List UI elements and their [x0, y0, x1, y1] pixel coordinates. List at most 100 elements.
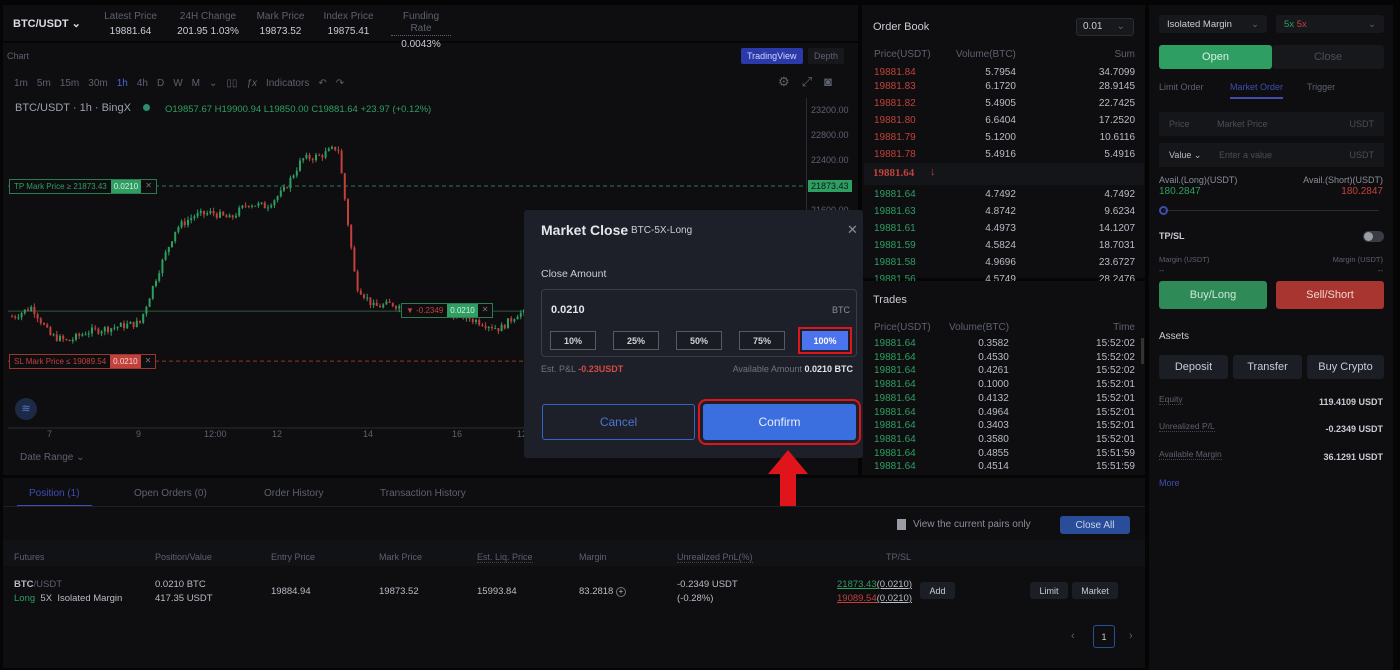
tf-1h[interactable]: 1h — [116, 78, 128, 89]
limit-close-button[interactable]: Limit — [1030, 582, 1068, 599]
position-line[interactable]: ▼ -0.2349 0.0210 ✕ — [401, 303, 494, 318]
gear-icon[interactable]: ⚙ — [778, 74, 802, 89]
value-field[interactable]: Value ⌄ Enter a value USDT — [1159, 143, 1384, 167]
trade-row[interactable]: 19881.64 0.3403 15:52:01 — [874, 420, 1135, 432]
tf-1m[interactable]: 1m — [14, 78, 28, 89]
tf-4h[interactable]: 4h — [136, 78, 148, 89]
candle-type-icon[interactable]: ▯▯ — [226, 78, 238, 89]
tf-m[interactable]: M — [191, 78, 200, 89]
percent-25-button[interactable]: 25% — [613, 331, 659, 350]
tp-order-line[interactable]: TP Mark Price ≥ 21873.43 0.0210 ✕ — [9, 179, 157, 194]
bid-row[interactable]: 19881.58 4.9696 23.6727 — [874, 257, 1136, 268]
trade-row[interactable]: 19881.64 0.4530 15:52:02 — [874, 351, 1135, 363]
buy-long-button[interactable]: Buy/Long — [1159, 281, 1267, 309]
add-margin-icon[interactable]: + — [615, 587, 626, 597]
tf-15m[interactable]: 15m — [59, 78, 80, 89]
tab-depth[interactable]: Depth — [808, 48, 845, 64]
confirm-button[interactable]: Confirm — [698, 399, 861, 445]
deposit-button[interactable]: Deposit — [1159, 355, 1228, 379]
value-type-select[interactable]: Value ⌄ — [1169, 150, 1202, 160]
close-all-button[interactable]: Close All — [1060, 516, 1130, 534]
camera-icon[interactable]: ◙ — [824, 74, 844, 89]
transfer-button[interactable]: Transfer — [1233, 355, 1302, 379]
percent-75-button[interactable]: 75% — [739, 331, 785, 350]
ask-row[interactable]: 19881.79 5.1200 10.6116 — [874, 132, 1136, 143]
trade-row[interactable]: 19881.64 0.4855 15:51:59 — [874, 447, 1135, 459]
fullscreen-icon[interactable]: ⤢ — [801, 74, 825, 89]
ask-row[interactable]: 19881.83 6.1720 28.9145 — [874, 81, 1136, 92]
page-1[interactable]: 1 — [1093, 625, 1115, 648]
tab-transaction-history[interactable]: Transaction History — [380, 488, 466, 499]
next-page-icon[interactable]: › — [1129, 630, 1133, 642]
close-amount-input[interactable]: 0.0210 BTC 10% 25% 50% 75% 100% — [541, 289, 857, 357]
cancel-button[interactable]: Cancel — [542, 404, 695, 440]
bid-row[interactable]: 19881.56 4.5749 28.2476 — [874, 274, 1136, 285]
trade-row[interactable]: 19881.64 0.3582 15:52:02 — [874, 338, 1135, 349]
ask-row[interactable]: 19881.80 6.6404 17.2520 — [874, 115, 1136, 126]
trade-row[interactable]: 19881.64 0.4261 15:52:02 — [874, 365, 1135, 377]
tf-30m[interactable]: 30m — [88, 78, 108, 89]
precision-select[interactable]: 0.01 ⌄ — [1076, 18, 1134, 36]
redo-icon[interactable]: ↷ — [335, 78, 345, 89]
candle — [167, 247, 170, 253]
tab-open-orders[interactable]: Open Orders (0) — [134, 488, 207, 499]
ask-row[interactable]: 19881.82 5.4905 22.7425 — [874, 98, 1136, 109]
trade-row[interactable]: 19881.64 0.4132 15:52:01 — [874, 392, 1135, 404]
bid-row[interactable]: 19881.59 4.5824 18.7031 — [874, 240, 1136, 251]
tab-position[interactable]: Position (1) — [17, 488, 92, 507]
market-close-button[interactable]: Market — [1072, 582, 1118, 599]
price-field[interactable]: Price Market Price USDT — [1159, 112, 1384, 136]
more-link[interactable]: More — [1159, 478, 1180, 488]
trade-row[interactable]: 19881.64 0.4514 15:51:59 — [874, 461, 1135, 473]
percent-100-button[interactable]: 100% — [798, 327, 852, 354]
close-icon[interactable]: ✕ — [481, 305, 489, 314]
tab-limit-order[interactable]: Limit Order — [1159, 82, 1204, 92]
sl-link[interactable]: 19089.54(0.0210) — [837, 593, 913, 604]
tpsl-toggle[interactable] — [1363, 231, 1384, 242]
amount-slider[interactable] — [1163, 210, 1379, 211]
slider-handle[interactable] — [1159, 206, 1168, 215]
candle — [30, 306, 33, 312]
close-amount-value[interactable]: 0.0210 — [551, 304, 585, 316]
tf-5m[interactable]: 5m — [36, 78, 51, 89]
tab-tradingview[interactable]: TradingView — [741, 48, 803, 64]
indicators-button[interactable]: Indicators — [265, 78, 310, 89]
stat-mark: Mark Price 19873.52 — [256, 11, 305, 37]
bid-row[interactable]: 19881.64 4.7492 4.7492 — [874, 189, 1136, 200]
est-pnl-value: -0.23USDT — [578, 364, 624, 374]
prev-page-icon[interactable]: ‹ — [1071, 630, 1075, 642]
tab-trigger[interactable]: Trigger — [1307, 82, 1336, 92]
ask-row[interactable]: 19881.84 5.7954 34.7099 — [874, 67, 1135, 77]
percent-10-button[interactable]: 10% — [550, 331, 596, 350]
candle — [244, 205, 247, 207]
current-pairs-checkbox[interactable] — [897, 519, 906, 530]
buy-crypto-button[interactable]: Buy Crypto — [1307, 355, 1384, 379]
ask-row[interactable]: 19881.78 5.4916 5.4916 — [874, 149, 1136, 160]
sl-order-line[interactable]: SL Mark Price ≤ 19089.54 0.0210 ✕ — [9, 354, 157, 369]
close-icon[interactable]: ✕ — [847, 222, 858, 237]
tp-link[interactable]: 21873.43(0.0210) — [837, 579, 913, 590]
undo-icon[interactable]: ↶ — [318, 78, 327, 89]
close-icon[interactable]: ✕ — [144, 356, 152, 365]
date-range-selector[interactable]: Date Range ⌄ — [20, 452, 85, 463]
pair-selector[interactable]: BTC/USDT ⌄ — [13, 17, 81, 30]
trade-row[interactable]: 19881.64 0.4964 15:52:01 — [874, 406, 1135, 418]
open-tab[interactable]: Open — [1159, 45, 1272, 69]
add-tpsl-button[interactable]: Add — [920, 582, 955, 599]
close-icon[interactable]: ✕ — [145, 181, 152, 190]
scrollbar[interactable] — [1141, 338, 1144, 364]
tf-w[interactable]: W — [173, 78, 183, 89]
chevron-down-icon[interactable]: ⌄ — [209, 78, 218, 89]
tf-d[interactable]: D — [156, 78, 165, 89]
margin-mode-select[interactable]: Isolated Margin ⌄ — [1159, 15, 1267, 33]
close-tab[interactable]: Close — [1272, 45, 1384, 69]
trade-row[interactable]: 19881.64 0.3580 15:52:01 — [874, 433, 1135, 445]
bid-row[interactable]: 19881.61 4.4973 14.1207 — [874, 223, 1136, 234]
bid-row[interactable]: 19881.63 4.8742 9.6234 — [874, 206, 1136, 217]
tab-order-history[interactable]: Order History — [264, 488, 324, 499]
tab-market-order[interactable]: Market Order — [1230, 82, 1284, 99]
sell-short-button[interactable]: Sell/Short — [1276, 281, 1384, 309]
leverage-select[interactable]: 5x 5x ⌄ — [1276, 15, 1384, 33]
trade-row[interactable]: 19881.64 0.1000 15:52:01 — [874, 379, 1135, 391]
percent-50-button[interactable]: 50% — [676, 331, 722, 350]
